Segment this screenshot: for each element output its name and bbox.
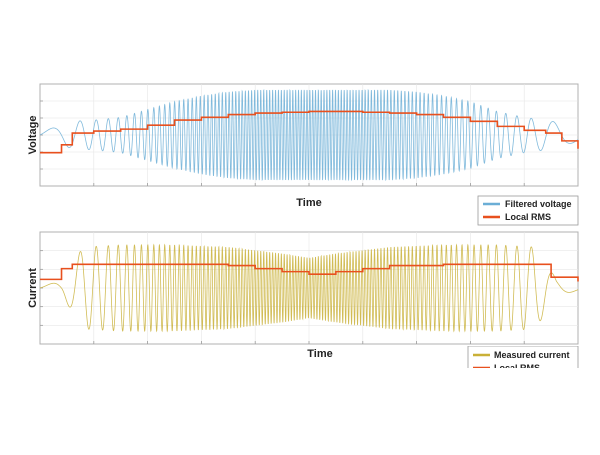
voltage-legend-box	[477, 195, 579, 226]
voltage-legend: Filtered voltage Local RMS	[477, 195, 579, 226]
current-series-local-rms	[40, 263, 579, 282]
current-x-axis-label: Time	[307, 348, 332, 360]
voltage-series-filtered-voltage	[39, 88, 579, 182]
voltage-subplot: Time Voltage Filtered voltage Local RMS	[27, 83, 579, 226]
current-rms-step-line	[40, 263, 579, 282]
legend-label-filtered-voltage: Filtered voltage	[505, 199, 572, 209]
legend-label-local-rms: Local RMS	[505, 212, 551, 222]
voltage-rms-step-line	[40, 110, 579, 154]
voltage-x-axis-label: Time	[296, 197, 321, 209]
current-series-measured-current	[39, 243, 579, 333]
current-y-axis-label: Current	[27, 268, 39, 308]
current-legend: Measured current Local RMS	[467, 346, 579, 373]
current-subplot: Time Current Measured current Local RMS	[27, 231, 579, 373]
current-legend-box	[467, 346, 579, 368]
legend-label-measured-current: Measured current	[494, 350, 570, 360]
current-oscillation-line	[39, 243, 579, 333]
voltage-y-axis-label: Voltage	[27, 116, 39, 155]
voltage-series-local-rms	[40, 110, 579, 154]
voltage-oscillation-line	[39, 88, 579, 182]
legend-label-local-rms-current: Local RMS	[494, 363, 540, 373]
